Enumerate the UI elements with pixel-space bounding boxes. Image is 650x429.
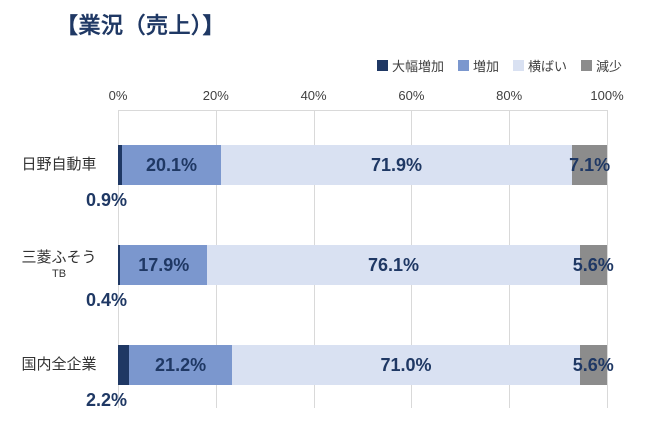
bar-segment: 71.9% (220, 145, 573, 185)
legend-label: 横ばい (527, 59, 567, 74)
x-tick-label: 40% (300, 88, 327, 103)
bar-segment: 76.1% (207, 245, 580, 285)
bar-segment (118, 245, 120, 285)
bar-segment: 7.1% (569, 145, 611, 185)
segment-value-label: 5.6% (572, 254, 614, 275)
segment-value-label: 7.1% (569, 154, 611, 175)
legend-item: 大幅増加 (376, 56, 444, 75)
gridline (607, 110, 608, 408)
segment-value-label: 17.9% (138, 254, 190, 275)
category-label-line: 国内全企業 (21, 355, 97, 373)
category-label-line: 日野自動車 (21, 155, 97, 173)
legend-item: 横ばい (512, 56, 567, 75)
legend: 大幅増加 増加 横ばい 減少 (376, 56, 622, 75)
stacked-bar: 17.9% 76.1% 5.6% (118, 245, 614, 285)
segment-value-label: 20.1% (146, 154, 198, 175)
category-label: 国内全企業 (8, 345, 110, 385)
legend-item: 減少 (580, 56, 622, 75)
stacked-bar: 20.1% 71.9% 7.1% (118, 145, 611, 185)
legend-item: 増加 (457, 56, 499, 75)
bar-segment: 17.9% (119, 245, 208, 285)
x-tick-label: 100% (590, 88, 624, 103)
legend-swatch (512, 60, 524, 71)
first-series-value-label: 0.9% (86, 190, 128, 210)
x-tick-label: 60% (398, 88, 425, 103)
bar-segment: 20.1% (122, 145, 221, 185)
legend-swatch (580, 60, 592, 71)
category-label-line: 三菱ふそう (21, 248, 97, 266)
bar-segment (118, 145, 123, 185)
legend-label: 増加 (472, 59, 499, 74)
legend-label: 減少 (595, 59, 622, 74)
x-axis-line (118, 110, 607, 111)
bar-segment (118, 345, 129, 385)
x-axis-ticks: 0% 20% 40% 60% 80% 100% (0, 88, 650, 104)
segment-value-label: 71.0% (380, 354, 432, 375)
category-label: 日野自動車 (8, 145, 110, 185)
bar-segment: 5.6% (573, 245, 614, 285)
bar-row: 0.4% 三菱ふそう TB 17.9% 76.1% 5.6% (0, 210, 650, 310)
first-series-value-label: 0.4% (86, 290, 128, 310)
legend-label: 大幅増加 (391, 59, 444, 74)
legend-swatch (376, 60, 388, 71)
segment-value-label: 71.9% (370, 154, 422, 175)
x-tick-label: 0% (108, 88, 128, 103)
segment-value-label: 21.2% (155, 354, 207, 375)
bar-rows: 0.9% 日野自動車 20.1% 71.9% 7.1% 0.4% 三菱ふそう TB 17.9% 7… (0, 110, 650, 410)
segment-value-label: 76.1% (368, 254, 420, 275)
first-series-value-label: 2.2% (86, 390, 128, 410)
bar-row: 0.9% 日野自動車 20.1% 71.9% 7.1% (0, 110, 650, 210)
chart-title: 【業況（売上）】 (56, 13, 226, 38)
segment-value-label: 5.6% (572, 354, 614, 375)
bar-row: 2.2% 国内全企業 21.2% 71.0% 5.6% (0, 310, 650, 410)
x-tick-label: 20% (202, 88, 229, 103)
category-label-line: TB (51, 267, 67, 280)
x-tick-label: 80% (496, 88, 523, 103)
category-label: 三菱ふそう TB (8, 245, 110, 285)
stacked-bar: 21.2% 71.0% 5.6% (118, 345, 614, 385)
legend-swatch (457, 60, 469, 71)
bar-segment: 5.6% (573, 345, 614, 385)
bar-segment: 21.2% (128, 345, 233, 385)
bar-segment: 71.0% (232, 345, 580, 385)
